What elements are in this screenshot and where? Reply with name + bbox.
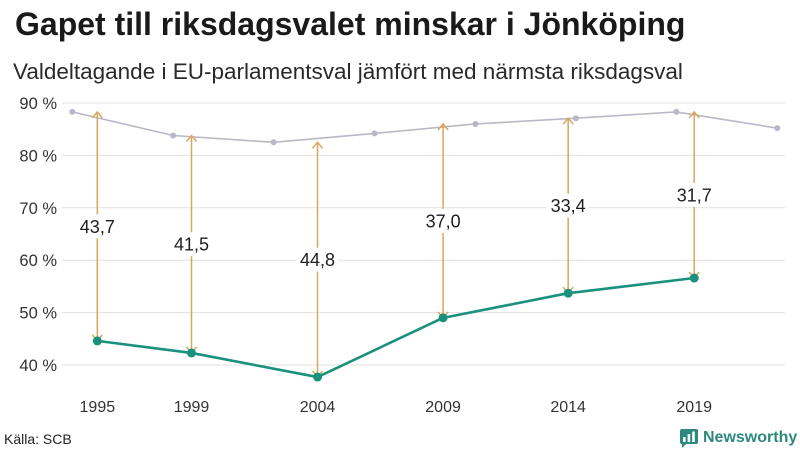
gap-label-background: [296, 247, 339, 272]
newsworthy-logo: Newsworthy: [680, 428, 797, 448]
y-tick-label: 70 %: [19, 200, 57, 218]
x-axis-tick-labels: 1995 1999 2004 2009 2014 2019: [80, 399, 713, 416]
riksdag-turnout-point: [673, 108, 680, 115]
eu-turnout-line: [97, 276, 695, 379]
x-tick-label: 2019: [676, 399, 712, 416]
gap-label: 43,7: [80, 217, 115, 237]
x-tick-label: 2014: [550, 399, 586, 416]
eu-turnout-point: [313, 372, 323, 382]
gap-arrow: 41,5: [170, 134, 213, 355]
gap-arrow: 31,7: [673, 110, 716, 280]
gap-arrow: 43,7: [76, 110, 119, 343]
source-note: Källa: SCB: [4, 431, 72, 447]
eu-turnout-point: [563, 288, 573, 298]
chart-title: Gapet till riksdagsvalet minskar i Jönkö…: [15, 6, 686, 42]
eu-turnout-point: [689, 273, 699, 283]
gap-arrow-head-top: [688, 110, 700, 119]
riksdag-turnout-point: [270, 139, 277, 146]
gap-label: 33,4: [551, 196, 586, 216]
newsworthy-logo-icon: [680, 429, 698, 448]
y-tick-label: 40 %: [19, 357, 57, 375]
gridlines: [62, 102, 785, 366]
gap-label-background: [170, 232, 213, 257]
x-tick-label: 1995: [80, 399, 116, 416]
riksdag-turnout-point: [69, 108, 76, 115]
gap-arrow-head-top: [91, 110, 103, 119]
gap-label: 44,8: [300, 250, 335, 270]
riksdag-turnout-point: [170, 132, 177, 139]
gap-arrow-head-top: [311, 141, 324, 149]
y-tick-label: 90 %: [19, 95, 57, 113]
eu-turnout-point: [438, 313, 448, 323]
gap-arrow-head-top: [562, 117, 574, 125]
gap-arrow: 33,4: [547, 117, 590, 295]
x-tick-label: 2009: [425, 399, 461, 416]
riksdag-turnout-series: [69, 108, 781, 146]
gap-label: 41,5: [174, 235, 209, 255]
chart-subtitle: Valdeltagande i EU-parlamentsval jämfört…: [13, 59, 683, 84]
riksdag-turnout-line: [72, 111, 778, 144]
eu-turnout-series: [92, 273, 699, 382]
y-tick-label: 60 %: [19, 252, 57, 270]
gap-label-background: [422, 208, 465, 233]
riksdag-turnout-point: [774, 125, 781, 132]
gap-label-background: [547, 193, 590, 218]
y-axis-tick-labels: 40 % 50 % 60 % 70 % 80 % 90 %: [19, 95, 57, 375]
y-tick-label: 80 %: [19, 147, 57, 165]
gap-arrow-head-top: [437, 122, 449, 131]
x-tick-label: 1999: [174, 399, 210, 416]
riksdag-turnout-point: [371, 130, 378, 137]
riksdag-turnout-point: [572, 115, 579, 122]
gap-arrow: 37,0: [422, 122, 465, 320]
gap-arrow-head-top: [185, 134, 198, 142]
gap-label-background: [673, 182, 716, 207]
eu-turnout-point: [186, 348, 196, 358]
brand-name: Newsworthy: [703, 429, 798, 446]
gap-label: 31,7: [677, 185, 712, 205]
riksdag-turnout-point: [472, 120, 479, 127]
x-tick-label: 2004: [300, 399, 336, 416]
eu-turnout-point: [92, 336, 102, 346]
gap-label: 37,0: [426, 211, 461, 231]
y-tick-label: 50 %: [19, 305, 57, 323]
gap-arrow: 44,8: [296, 141, 339, 379]
gap-arrows: 43,7 41,5 44,8 37,0 33,4 31,7: [76, 110, 716, 379]
gap-label-background: [76, 214, 119, 239]
